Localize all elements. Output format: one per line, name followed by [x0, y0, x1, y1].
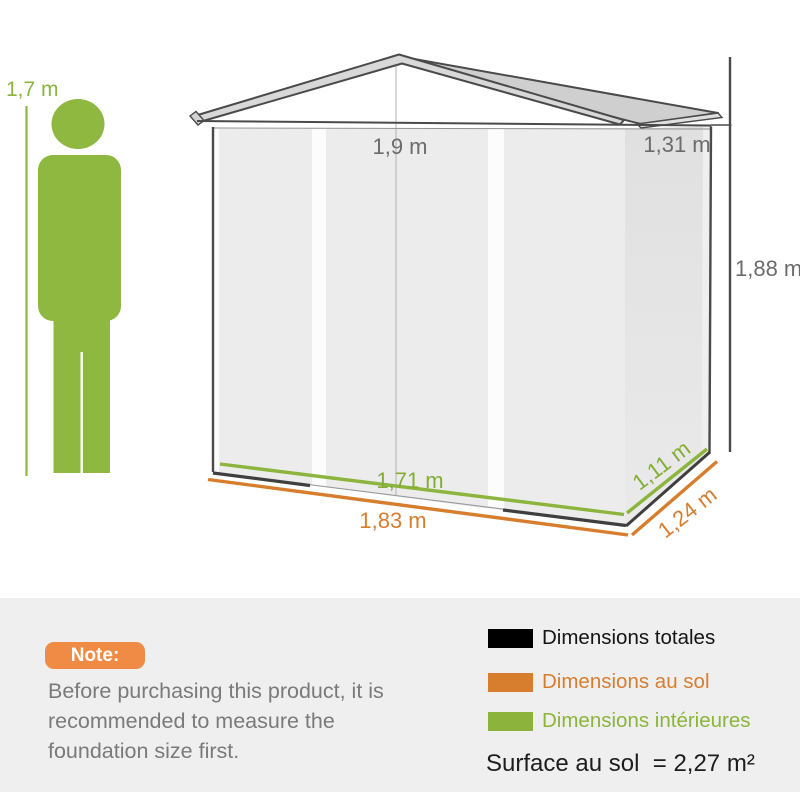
- legend-row-interior: Dimensions intérieures: [488, 709, 751, 732]
- legend-label-interior: Dimensions intérieures: [542, 709, 751, 732]
- person-silhouette: [38, 99, 121, 473]
- wall-panel: [504, 129, 625, 527]
- interior-width-label: 1,71 m: [376, 468, 443, 493]
- roof-top-face: [402, 56, 719, 125]
- shed-drawing: 1,9 m 1,31 m 1,88 m 1,71 m 1,83 m 1,11 m…: [188, 53, 800, 543]
- legend-row-total: Dimensions totales: [488, 626, 716, 649]
- wall-back-edge: [708, 126, 713, 453]
- dimension-legend: Dimensions totales Dimensions au sol Dim…: [486, 598, 800, 792]
- wall-panel: [326, 129, 488, 527]
- surface-area-text: Surface au sol = 2,27 m²: [486, 750, 755, 777]
- ground-color-swatch: [488, 672, 533, 692]
- person-height-label: 1,7 m: [6, 78, 59, 101]
- legend-label-ground: Dimensions au sol: [542, 670, 710, 693]
- shed-dimension-diagram: 1,7 m: [6, 53, 800, 543]
- roof-depth-label: 1,31 m: [643, 132, 710, 157]
- legend-label-total: Dimensions totales: [542, 626, 716, 649]
- shed-side-wall-strip: [701, 126, 711, 460]
- shed-front-wall-panels: [219, 129, 625, 527]
- total-height-label: 1,88 m: [735, 256, 800, 281]
- ground-depth-line: [630, 460, 719, 537]
- note-badge: Note:: [45, 642, 145, 669]
- person-torso: [38, 155, 121, 321]
- wall-panel: [219, 129, 312, 527]
- interior-depth-line: [625, 447, 709, 515]
- total-width-line-right: [502, 508, 627, 528]
- note-text: Before purchasing this product, it is re…: [48, 679, 384, 763]
- ground-width-line: [207, 477, 629, 537]
- interior-color-swatch: [488, 711, 533, 731]
- total-width-line-left: [212, 471, 311, 488]
- wall-top-line: [212, 127, 712, 130]
- interior-width-line: [219, 462, 625, 517]
- total-color-swatch: [488, 628, 533, 648]
- roof-eave-line: [196, 120, 712, 127]
- person-head: [51, 99, 105, 149]
- person-scale-figure: 1,7 m: [6, 78, 121, 476]
- shed-side-wall: [625, 126, 712, 527]
- legend-row-ground: Dimensions au sol: [488, 670, 710, 693]
- info-panel: Note: Before purchasing this product, it…: [0, 598, 800, 792]
- total-width-label: 1,9 m: [372, 134, 427, 159]
- wall-bottom-side-edge: [625, 450, 711, 528]
- ground-width-label: 1,83 m: [359, 508, 426, 533]
